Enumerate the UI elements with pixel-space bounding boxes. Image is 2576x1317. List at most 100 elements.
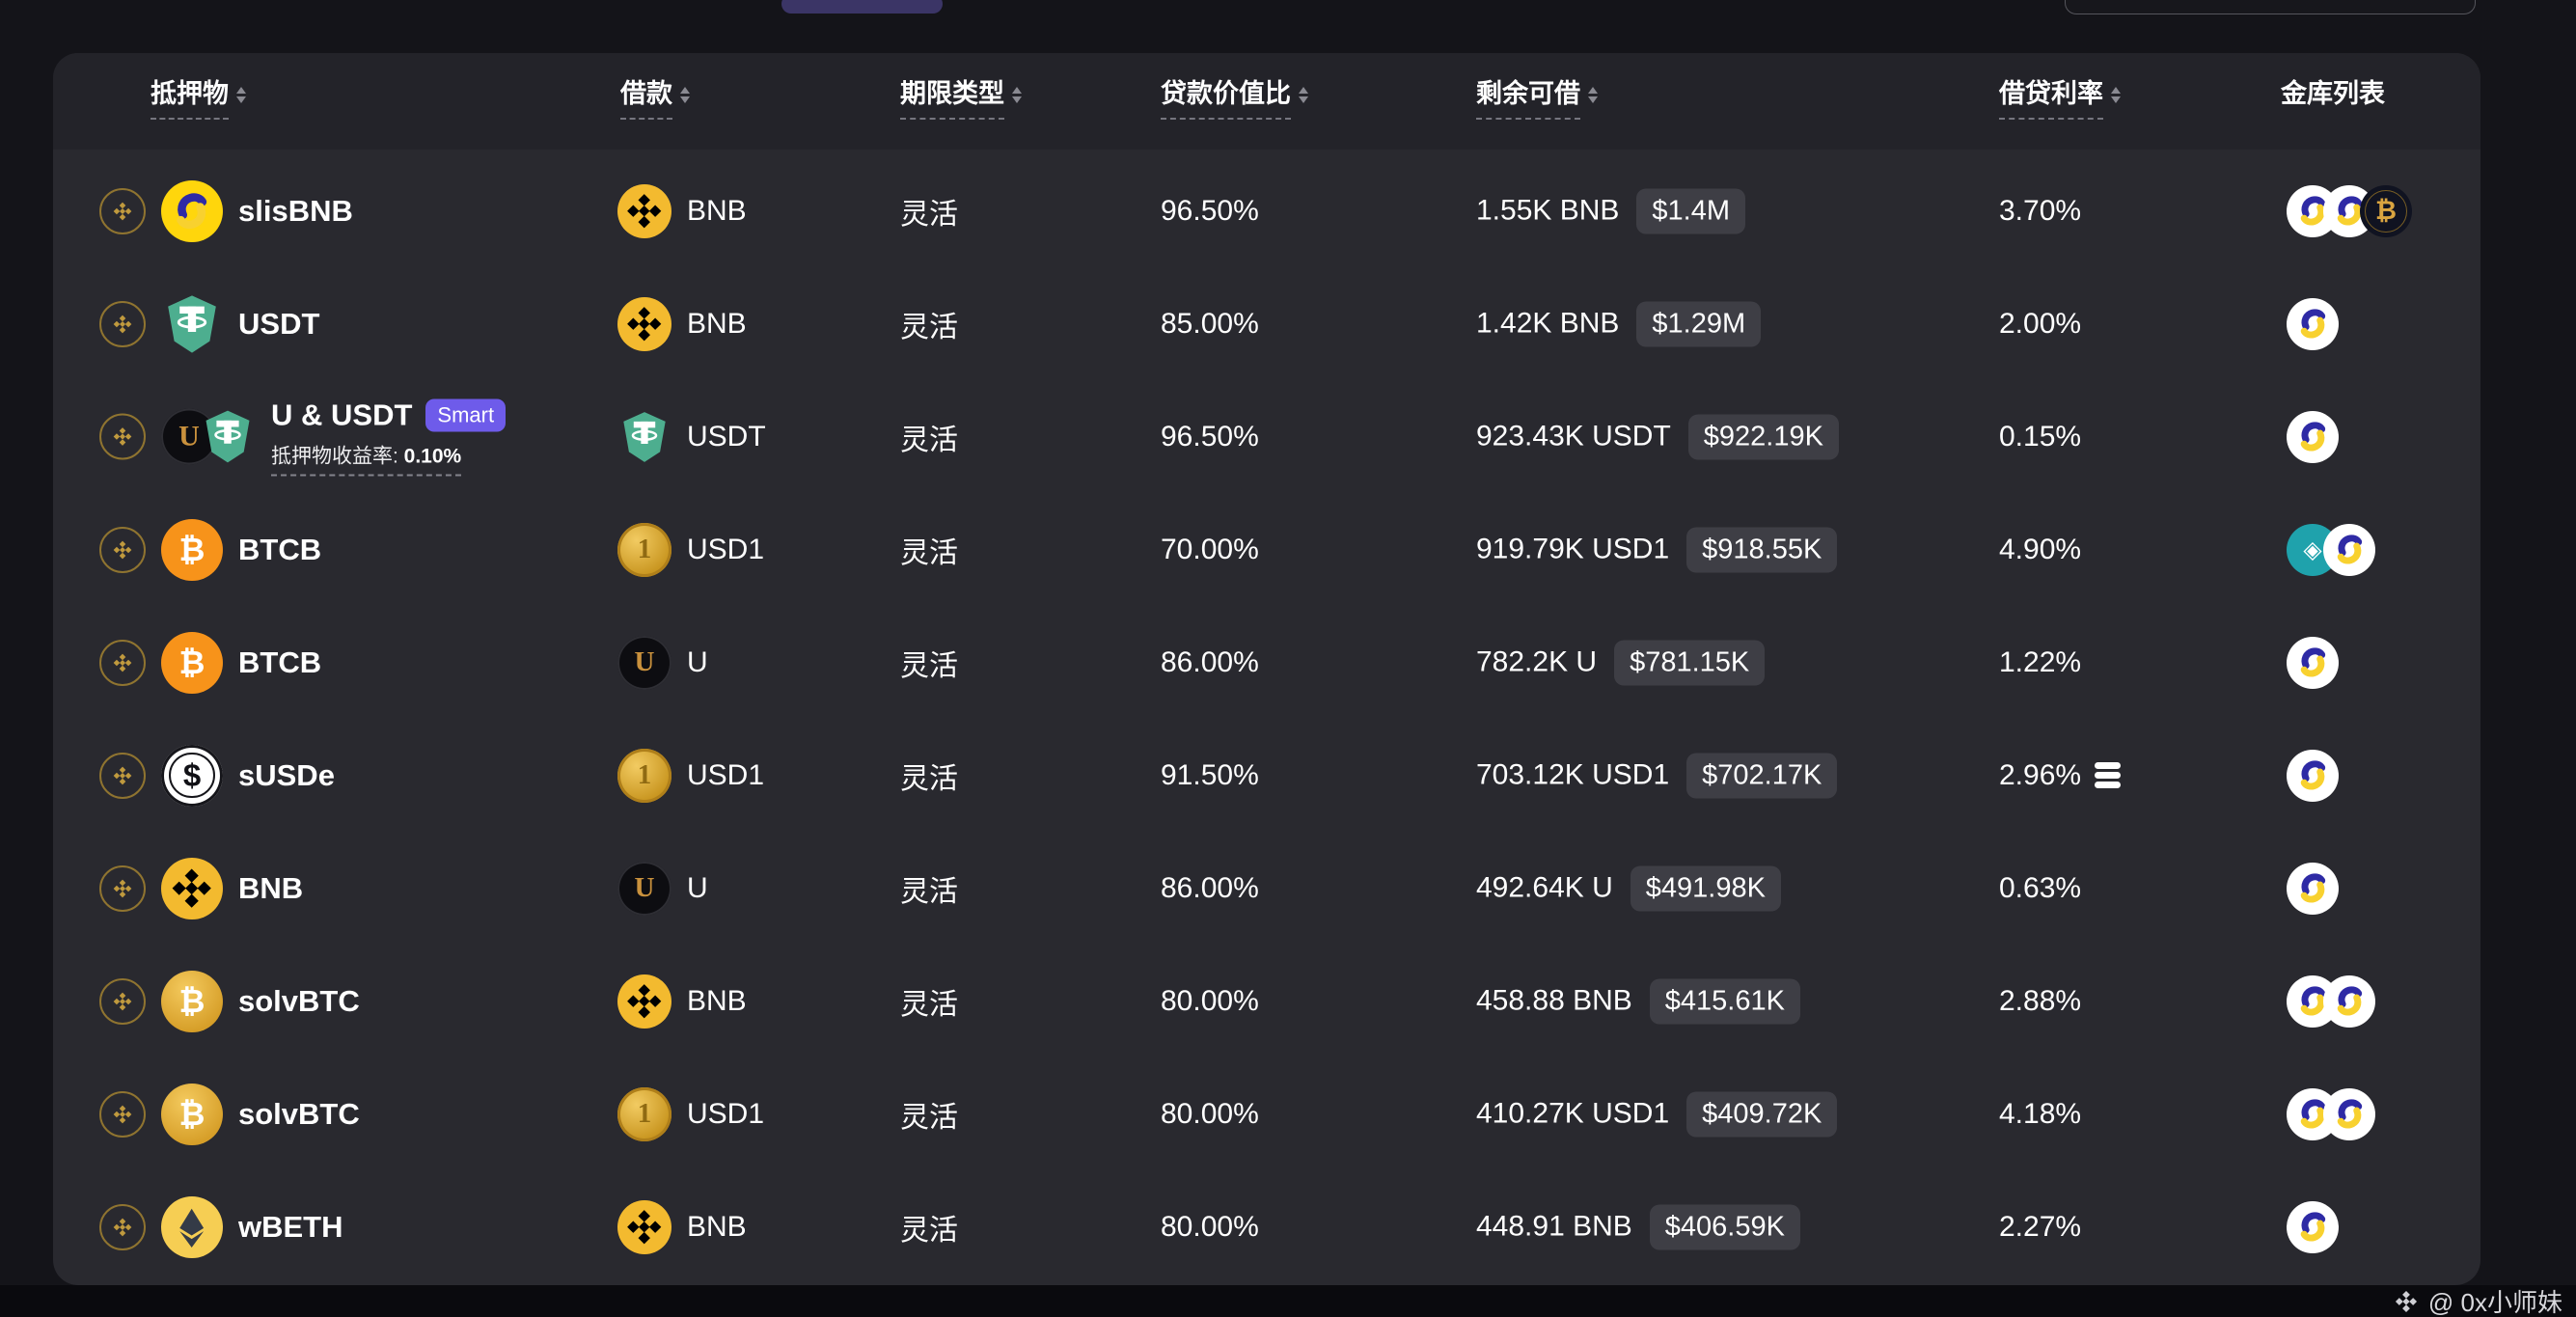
borrow-name-label: USD1 [687, 758, 765, 791]
term-cell: 灵活 [900, 190, 958, 233]
borrow-cell: BNB [617, 1199, 747, 1254]
collateral-cell: ₿ solvBTC [99, 970, 360, 1032]
column-header-label: 贷款价值比 [1161, 78, 1291, 121]
rate-value: 4.90% [1999, 533, 2082, 565]
collateral-cell: U U & USDT Smart 抵押物收益率: 0.10% [99, 398, 507, 476]
vaults-cell [2287, 974, 2375, 1028]
table-row[interactable]: USDT BNB 灵活 85.00% 1.42K BNB $1.29M 2.00% [53, 267, 2480, 380]
u-coin-icon: U [617, 861, 671, 916]
remaining-cell: 1.42K BNB $1.29M [1476, 301, 1762, 346]
sort-icon[interactable] [1012, 87, 1022, 103]
column-header-label: 金库列表 [2281, 79, 2385, 108]
lista-vault-icon[interactable] [2287, 297, 2339, 350]
collateral-name-label: sUSDe [238, 757, 335, 792]
ltv-cell: 80.00% [1161, 1211, 1259, 1244]
lista-vault-icon[interactable] [2287, 749, 2339, 802]
rate-cell: 0.15% [1999, 421, 2081, 453]
bnb-chain-badge-icon [99, 1203, 146, 1250]
ltv-value: 96.50% [1161, 420, 1259, 453]
column-header-rate[interactable]: 借贷利率 [1999, 78, 2121, 138]
collateral-name-label: solvBTC [238, 983, 360, 1018]
term-cell: 灵活 [900, 303, 958, 345]
remaining-cell: 919.79K USD1 $918.55K [1476, 527, 1838, 572]
table-row[interactable]: slisBNB BNB 灵活 96.50% 1.55K BNB $1.4M 3.70% ₿ [53, 154, 2480, 267]
collateral-name-label: BTCB [238, 532, 322, 566]
borrow-name-label: USD1 [687, 533, 765, 565]
sort-icon[interactable] [1299, 87, 1308, 103]
usd1-coin-icon: 1 [617, 748, 671, 803]
sort-icon[interactable] [2111, 87, 2121, 103]
remaining-amount: 1.42K BNB [1476, 307, 1620, 340]
lista-vault-icon[interactable] [2323, 1087, 2375, 1140]
remaining-usd-badge: $415.61K [1649, 978, 1800, 1024]
u-coin-icon: U [161, 408, 217, 465]
rate-cell: 3.70% [1999, 195, 2081, 228]
lista-vault-icon[interactable] [2323, 974, 2375, 1028]
rate-cell: 2.96% [1999, 759, 2122, 792]
ltv-cell: 80.00% [1161, 985, 1259, 1018]
ltv-cell: 96.50% [1161, 421, 1259, 453]
table-row[interactable]: wBETH BNB 灵活 80.00% 448.91 BNB $406.59K 2.27% [53, 1170, 2480, 1283]
borrow-cell: 1 USD1 [617, 1086, 764, 1141]
borrow-cell: USDT [617, 410, 766, 464]
collateral-text: solvBTC [238, 984, 360, 1019]
column-header-borrow[interactable]: 借款 [620, 78, 690, 138]
lista-vault-icon[interactable] [2323, 523, 2375, 576]
borrow-cell: 1 USD1 [617, 748, 765, 803]
column-header-ltv[interactable]: 贷款价值比 [1161, 78, 1308, 138]
collateral-text: slisBNB [238, 194, 353, 229]
table-row[interactable]: ₿ BTCB U U 灵活 86.00% 782.2K U $781.15K 1.22% [53, 606, 2480, 719]
table-row[interactable]: $ sUSDe 1 USD1 灵活 91.50% 703.12K USD1 $702.17K 2… [53, 719, 2480, 832]
table-row[interactable]: ₿ BTCB 1 USD1 灵活 70.00% 919.79K USD1 $918.55K 4.… [53, 493, 2480, 606]
remaining-cell: 410.27K USD1 $409.72K [1476, 1091, 1838, 1137]
term-cell: 灵活 [900, 416, 958, 458]
usdt-coin-icon [617, 410, 671, 464]
lista-vault-icon[interactable] [2287, 1200, 2339, 1253]
table-row[interactable]: U U & USDT Smart 抵押物收益率: 0.10% USDT 灵活 96.50% 9… [53, 380, 2480, 493]
sort-icon[interactable] [1588, 87, 1598, 103]
bnb-chain-badge-icon [99, 977, 146, 1025]
sort-icon[interactable] [236, 87, 246, 103]
ltv-cell: 70.00% [1161, 534, 1259, 566]
collateral-yield-note: 抵押物收益率: 0.10% [271, 440, 462, 476]
term-value: 灵活 [900, 1214, 958, 1247]
collateral-text: BTCB [238, 533, 321, 567]
collateral-name: BTCB [238, 533, 321, 567]
table-row[interactable]: BNB U U 灵活 86.00% 492.64K U $491.98K 0.63% [53, 832, 2480, 945]
remaining-usd-badge: $702.17K [1686, 753, 1838, 798]
usdt-coin-icon [200, 409, 256, 465]
partial-action-button[interactable] [781, 0, 943, 14]
column-header-remaining[interactable]: 剩余可借 [1476, 78, 1598, 138]
collateral-name: USDT [238, 307, 319, 342]
collateral-name-label: BNB [238, 870, 304, 905]
collateral-text: U & USDT Smart 抵押物收益率: 0.10% [271, 398, 507, 476]
ltv-value: 91.50% [1161, 758, 1259, 791]
term-value: 灵活 [900, 1101, 958, 1134]
column-header-term[interactable]: 期限类型 [900, 78, 1022, 138]
rate-value: 3.70% [1999, 194, 2082, 227]
sort-icon[interactable] [680, 87, 690, 103]
pangolin-vault-icon[interactable]: ₿ [2360, 184, 2412, 237]
borrow-name-label: BNB [687, 1210, 747, 1243]
lista-vault-icon[interactable] [2287, 862, 2339, 915]
table-row[interactable]: ₿ solvBTC 1 USD1 灵活 80.00% 410.27K USD1 $409.72… [53, 1057, 2480, 1170]
collateral-pair-icon: U [161, 408, 256, 465]
partial-search-input[interactable] [2065, 0, 2476, 14]
table-row[interactable]: ₿ solvBTC BNB 灵活 80.00% 458.88 BNB $415.61K 2.8… [53, 945, 2480, 1057]
collateral-cell: slisBNB [99, 179, 353, 242]
ltv-cell: 86.00% [1161, 646, 1259, 679]
bnb-coin-icon [617, 296, 671, 351]
vaults-cell [2287, 297, 2339, 350]
rate-cell: 2.00% [1999, 308, 2081, 341]
bnb-diamond-icon [2394, 1289, 2419, 1314]
remaining-usd-badge: $409.72K [1686, 1091, 1838, 1137]
remaining-cell: 782.2K U $781.15K [1476, 640, 1766, 685]
bnb-chain-badge-icon [99, 187, 146, 234]
column-header-collateral[interactable]: 抵押物 [151, 78, 246, 138]
term-cell: 灵活 [900, 867, 958, 910]
bnb-coin-icon [617, 183, 671, 238]
lista-vault-icon[interactable] [2287, 636, 2339, 689]
rate-cell: 4.90% [1999, 534, 2081, 566]
lista-vault-icon[interactable] [2287, 410, 2339, 463]
